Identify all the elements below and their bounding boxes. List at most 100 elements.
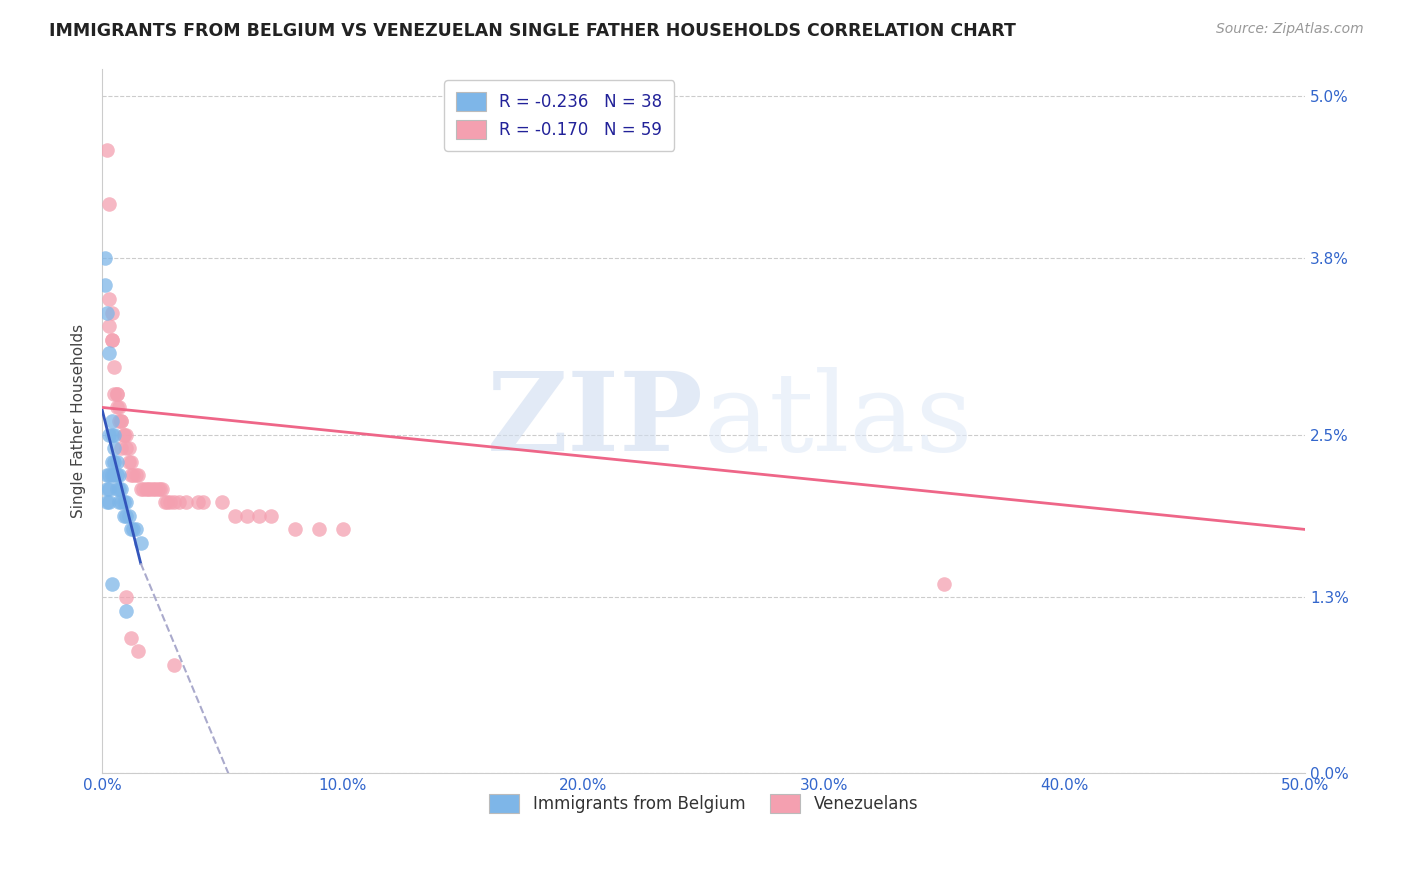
Point [112,427,135,442]
Point [125,523,148,537]
Point [110,414,132,428]
Point [153,495,176,509]
Point [167,495,190,509]
Point [146,482,169,496]
Point [332,523,354,537]
Point [103,468,125,483]
Point [127,644,149,658]
Text: atlas: atlas [703,368,973,475]
Point [110,495,132,509]
Point [108,468,131,483]
Point [96,143,118,157]
Point [110,414,132,428]
Point [134,482,156,496]
Point [108,495,131,509]
Point [308,523,330,537]
Point [98,346,121,360]
Point [98,292,121,306]
Text: ZIP: ZIP [486,368,703,475]
Point [136,482,159,496]
Point [118,508,141,523]
Point [101,455,124,469]
Point [159,495,181,509]
Point [163,657,186,672]
Point [115,427,138,442]
Point [142,482,165,496]
Point [93,252,115,266]
Point [149,482,172,496]
Point [98,468,121,483]
Point [110,482,132,496]
Point [247,508,270,523]
Text: IMMIGRANTS FROM BELGIUM VS VENEZUELAN SINGLE FATHER HOUSEHOLDS CORRELATION CHART: IMMIGRANTS FROM BELGIUM VS VENEZUELAN SI… [49,22,1017,40]
Point [176,495,198,509]
Point [103,455,125,469]
Point [211,495,233,509]
Point [187,495,209,509]
Point [101,333,124,347]
Point [120,631,142,645]
Point [103,387,125,401]
Point [120,468,142,483]
Point [98,495,121,509]
Point [115,604,138,618]
Point [105,455,128,469]
Point [103,441,125,455]
Point [122,468,145,483]
Point [115,508,138,523]
Point [101,576,124,591]
Point [150,482,173,496]
Point [120,523,142,537]
Point [193,495,215,509]
Point [105,387,128,401]
Point [96,495,118,509]
Point [224,508,246,523]
Point [105,468,128,483]
Point [122,523,145,537]
Point [129,482,152,496]
Point [98,427,121,442]
Point [259,508,281,523]
Point [108,414,131,428]
Point [105,482,128,496]
Point [105,387,128,401]
Point [101,414,124,428]
Point [112,508,135,523]
Point [934,576,956,591]
Point [101,333,124,347]
Point [101,427,124,442]
Point [143,482,166,496]
Y-axis label: Single Father Households: Single Father Households [72,324,86,518]
Point [163,495,186,509]
Point [96,468,118,483]
Point [112,495,135,509]
Point [284,523,307,537]
Point [125,468,148,483]
Point [108,482,131,496]
Point [118,455,141,469]
Point [98,319,121,334]
Point [115,495,138,509]
Point [110,441,132,455]
Point [112,427,135,442]
Point [120,455,142,469]
Point [108,401,131,415]
Legend: Immigrants from Belgium, Venezuelans: Immigrants from Belgium, Venezuelans [478,782,929,825]
Point [96,482,118,496]
Point [103,427,125,442]
Point [139,482,162,496]
Point [105,401,128,415]
Point [101,305,124,319]
Point [118,441,141,455]
Point [115,591,138,605]
Point [98,197,121,211]
Point [96,305,118,319]
Point [156,495,179,509]
Point [115,441,138,455]
Point [101,468,124,483]
Point [129,536,152,550]
Point [132,482,155,496]
Point [98,482,121,496]
Point [235,508,257,523]
Point [103,359,125,374]
